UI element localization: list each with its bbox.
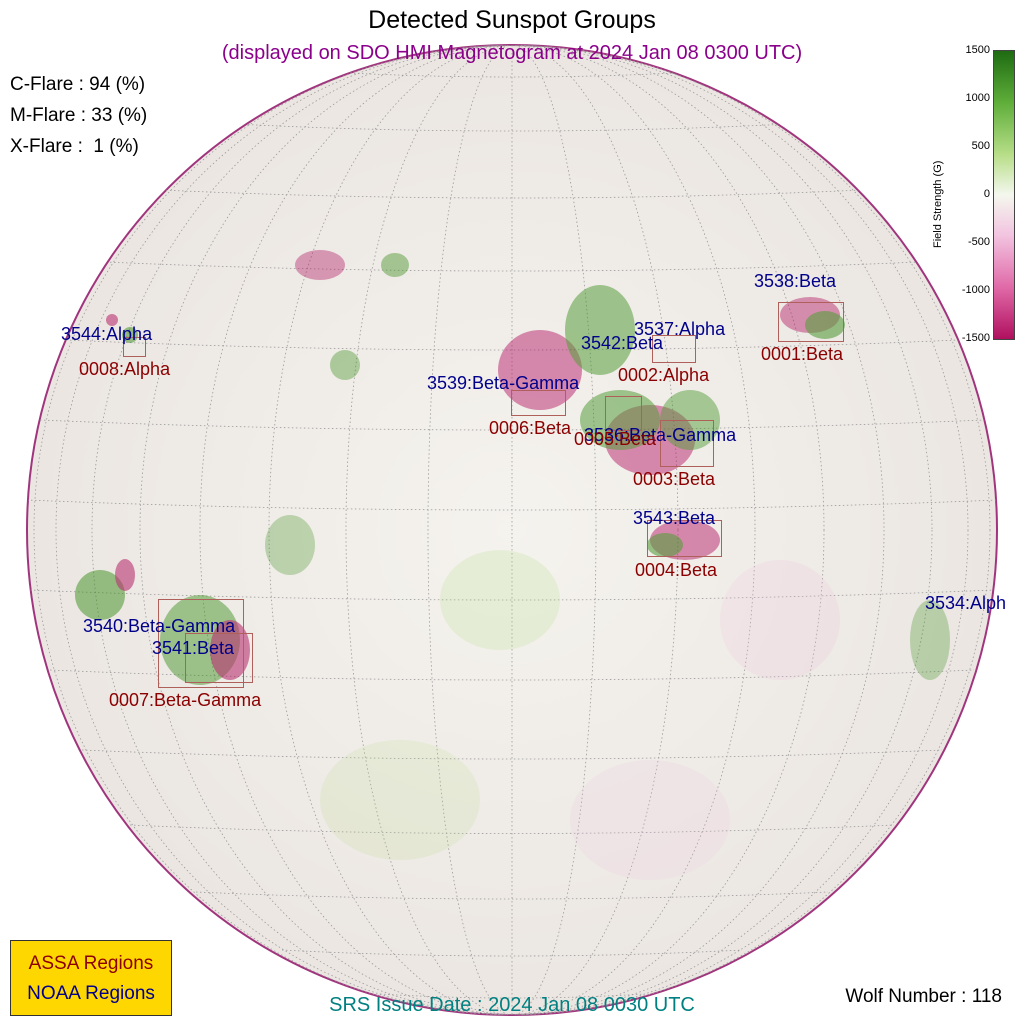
region-box-3543 — [647, 520, 722, 557]
region-legend: ASSA Regions NOAA Regions — [10, 940, 172, 1016]
region-box-3540 — [158, 599, 244, 688]
noaa-label-3543: 3543:Beta — [633, 508, 716, 528]
wolf-number: Wolf Number : 118 — [845, 986, 1002, 1007]
legend-noaa-entry: NOAA Regions — [27, 983, 155, 1004]
noaa-label-3536: 3536:Beta-Gamma — [584, 425, 737, 445]
page-subtitle: (displayed on SDO HMI Magnetogram at 202… — [221, 42, 803, 64]
m-flare-probability: M-Flare : 33 (%) — [10, 105, 148, 126]
colorbar-tick: 1500 — [965, 44, 990, 56]
x-flare-probability: X-Flare : 1 (%) — [10, 136, 139, 157]
colorbar-tick: 1000 — [965, 92, 990, 104]
region-box-3539 — [511, 390, 566, 416]
assa-label-0003: 0003:Beta — [633, 469, 716, 489]
page-title: Detected Sunspot Groups — [368, 6, 656, 34]
assa-label-0007: 0007:Beta-Gamma — [109, 690, 262, 710]
active-region-patches — [75, 250, 950, 880]
noaa-label-3537: 3537:Alpha — [634, 319, 726, 339]
colorbar-tick: -1500 — [961, 332, 990, 344]
noaa-label-3542: 3542:Beta — [581, 333, 664, 353]
coordinate-grid — [27, 45, 997, 1015]
region-box-3537 — [652, 335, 696, 363]
assa-label-0005: 0005:Beta — [574, 429, 657, 449]
colorbar-tick: -1000 — [961, 284, 990, 296]
noaa-label-3544: 3544:Alpha — [61, 324, 153, 344]
legend-assa-entry: ASSA Regions — [28, 953, 154, 974]
colorbar-tick: -500 — [967, 236, 990, 248]
noaa-label-3539: 3539:Beta-Gamma — [427, 373, 580, 393]
region-box-3544 — [123, 337, 146, 357]
srs-issue-date: SRS Issue Date : 2024 Jan 08 0030 UTC — [329, 994, 695, 1016]
region-box-3538 — [778, 302, 844, 342]
region-box-3541 — [185, 633, 253, 683]
region-box-3536 — [660, 420, 714, 467]
colorbar-tick: 500 — [971, 140, 990, 152]
noaa-label-3538: 3538:Beta — [754, 271, 837, 291]
assa-label-0008: 0008:Alpha — [79, 359, 171, 379]
noaa-label-3534: 3534:Alph — [925, 593, 1007, 613]
c-flare-probability: C-Flare : 94 (%) — [10, 74, 146, 95]
assa-label-0006: 0006:Beta — [489, 418, 572, 438]
assa-label-0004: 0004:Beta — [635, 560, 718, 580]
noaa-label-3541: 3541:Beta — [152, 638, 235, 658]
field-strength-colorbar — [993, 50, 1015, 340]
assa-label-0002: 0002:Alpha — [618, 365, 710, 385]
assa-label-0001: 0001:Beta — [761, 344, 844, 364]
colorbar-tick: 0 — [983, 188, 990, 200]
colorbar-label: Field Strength (G) — [932, 160, 944, 248]
region-box-0005 — [605, 396, 642, 431]
noaa-label-3540: 3540:Beta-Gamma — [83, 616, 236, 636]
